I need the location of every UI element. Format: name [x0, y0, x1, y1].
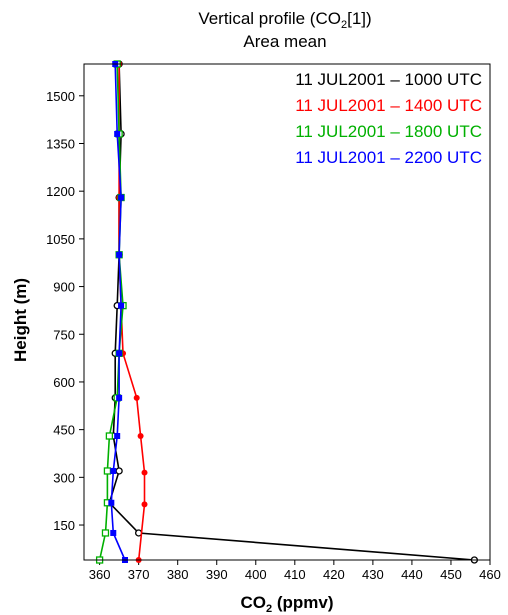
- data-point: [118, 302, 125, 309]
- data-point: [116, 251, 123, 258]
- x-axis-title: CO: [240, 593, 266, 612]
- data-point: [141, 501, 148, 508]
- y-tick-label: 1500: [46, 89, 75, 104]
- x-tick-label: 370: [128, 567, 150, 582]
- y-tick-label: 750: [53, 327, 75, 342]
- plot-frame: [83, 63, 491, 561]
- legend-entry: 11 JUL2001 – 1400 UTC: [295, 96, 482, 115]
- data-point: [108, 499, 115, 506]
- axis-ticks: 360 370 380 390 400 410 420 430 440 450 460 150 300 4…: [46, 89, 501, 582]
- y-axis-title: Height (m): [11, 278, 30, 362]
- title-subscript: 2: [341, 19, 347, 31]
- chart-subtitle: Area mean: [243, 32, 326, 51]
- data-point: [110, 529, 117, 536]
- x-tick-label: 360: [89, 567, 111, 582]
- x-axis-label: CO2 (ppmv): [240, 593, 333, 615]
- y-tick-label: 300: [53, 470, 75, 485]
- data-point: [133, 394, 140, 401]
- svg-text:CO2 (ppmv): CO2 (ppmv): [240, 593, 333, 615]
- y-tick-label: 150: [53, 518, 75, 533]
- data-point: [114, 130, 121, 137]
- data-point: [101, 529, 110, 537]
- y-tick-label: 1050: [46, 232, 75, 247]
- chart-title: Vertical profile (CO2[1]) Area mean: [198, 9, 371, 51]
- x-tick-label: 440: [401, 567, 423, 582]
- data-point: [116, 394, 123, 401]
- series-line: [110, 63, 126, 561]
- x-tick-label: 390: [206, 567, 228, 582]
- data-point: [103, 467, 112, 475]
- legend-entry: 11 JUL2001 – 2200 UTC: [295, 148, 482, 167]
- legend: 11 JUL2001 – 1000 UTC 11 JUL2001 – 1400 U…: [295, 70, 482, 167]
- data-point: [114, 433, 121, 439]
- svg-text:Vertical profile (CO2[1]): Vertical profile (CO2[1]): [198, 9, 371, 31]
- x-tick-label: 450: [440, 567, 462, 582]
- series-line: [98, 63, 124, 561]
- x-tick-label: 400: [245, 567, 267, 582]
- x-tick-label: 460: [479, 567, 501, 582]
- x-tick-label: 380: [167, 567, 189, 582]
- x-tick-label: 420: [323, 567, 345, 582]
- title-suffix: [1]): [347, 9, 372, 28]
- y-axis-label: Height (m): [11, 278, 30, 362]
- data-point: [141, 469, 148, 476]
- data-point: [116, 350, 123, 357]
- legend-entry: 11 JUL2001 – 1800 UTC: [295, 122, 482, 141]
- y-tick-label: 600: [53, 375, 75, 390]
- y-tick-label: 900: [53, 280, 75, 295]
- title-main: Vertical profile (CO: [198, 9, 341, 28]
- y-tick-label: 450: [53, 423, 75, 438]
- data-point: [105, 432, 114, 440]
- y-tick-label: 1200: [46, 184, 75, 199]
- x-axis-subscript: 2: [266, 603, 272, 615]
- series-3: [108, 61, 128, 563]
- data-point: [110, 467, 117, 474]
- x-tick-label: 430: [362, 567, 384, 582]
- x-tick-label: 410: [284, 567, 306, 582]
- data-point: [118, 194, 125, 201]
- data-point: [137, 433, 144, 439]
- x-axis-suffix: (ppmv): [272, 593, 333, 612]
- legend-entry: 11 JUL2001 – 1000 UTC: [295, 70, 482, 89]
- y-tick-label: 1350: [46, 136, 75, 151]
- data-point: [115, 467, 123, 475]
